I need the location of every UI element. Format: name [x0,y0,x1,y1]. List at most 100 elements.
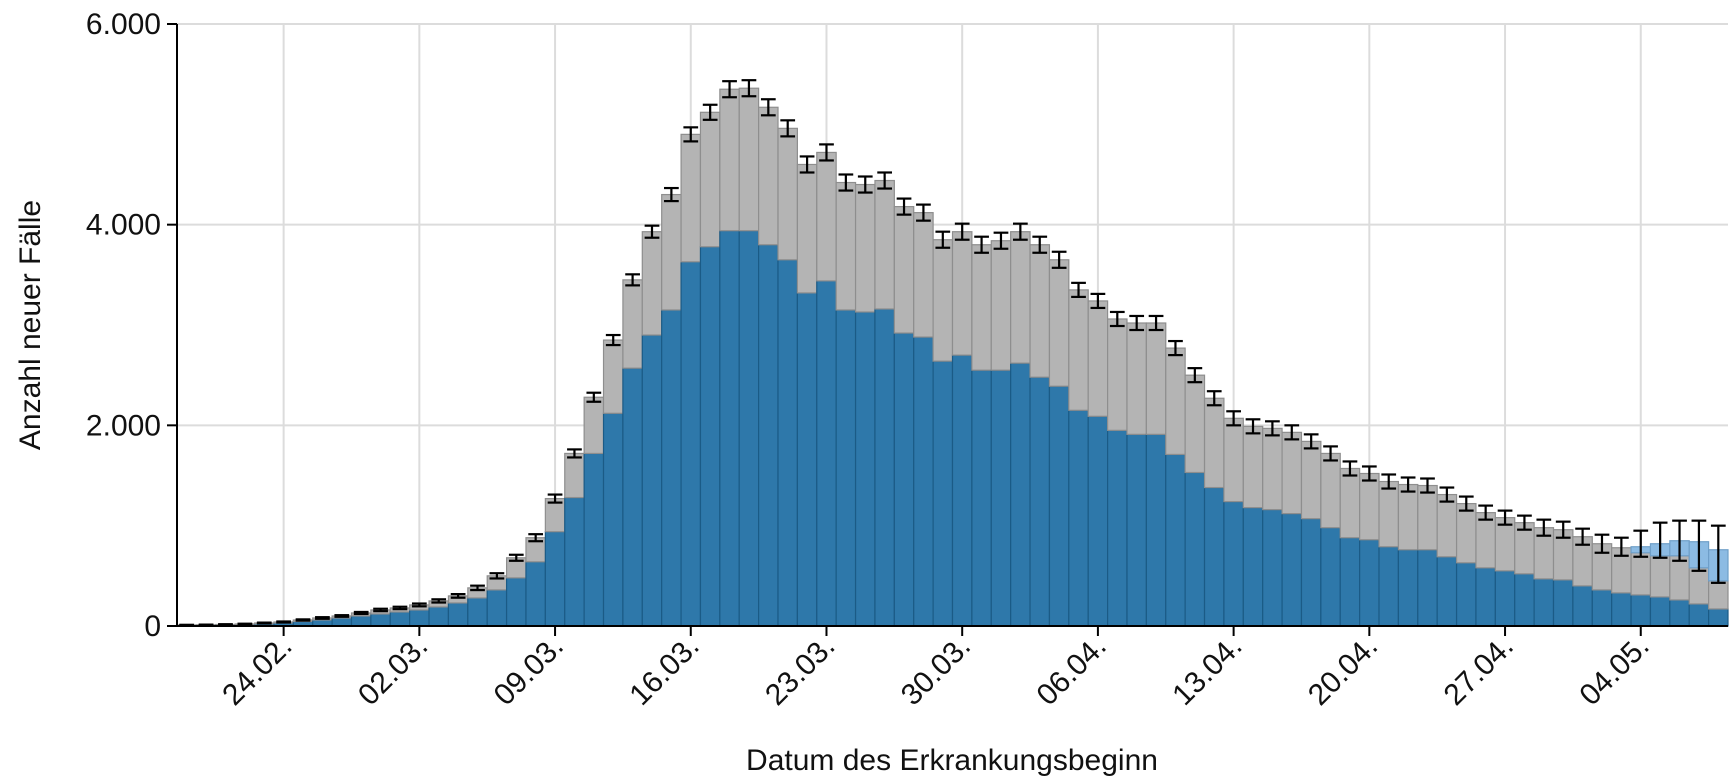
bar-segment [351,616,370,626]
bar-segment [1282,432,1301,513]
bar-segment [681,134,700,261]
bar-segment [662,195,681,310]
bar-segment [1146,323,1165,434]
bar-segment [894,207,913,333]
bar-segment [1418,486,1437,550]
bar-segment [1127,434,1146,626]
bar-segment [448,603,467,626]
bar-segment [1709,581,1728,609]
x-tick-label: 13.04. [1166,630,1248,712]
bar-segment [1689,604,1708,626]
bar-segment [1457,563,1476,626]
bar-segment [1398,550,1417,626]
bar-segment [1321,528,1340,626]
error-bar [218,624,233,625]
bar-segment [1205,398,1224,487]
y-tick-label: 4.000 [86,209,161,242]
bar-segment [1592,590,1611,626]
bar-segment [1243,508,1262,626]
bar-segment [1476,568,1495,626]
bar-segment [1495,571,1514,626]
bar-segment [584,453,603,626]
y-axis-label: Anzahl neuer Fälle [14,200,47,450]
bar-segment [953,355,972,626]
bar-segment [720,231,739,626]
bar-segment [642,335,661,626]
bar-segment [1534,579,1553,626]
bar-segment [1340,538,1359,626]
bar-segment [429,607,448,626]
bar-segment [623,280,642,368]
bar-segment [1205,488,1224,626]
x-tick-label: 23.03. [759,630,841,712]
x-tick-label: 02.03. [352,630,434,712]
bar-segment [914,213,933,337]
bar-segment [1709,609,1728,626]
bar-segment [410,610,429,626]
bar-segment [1650,597,1669,626]
bar-segment [1243,426,1262,507]
bar-segment [681,262,700,626]
bar-segment [1340,468,1359,537]
bar-segment [1321,453,1340,527]
bar-segment [1224,502,1243,626]
bar-segment [1185,472,1204,626]
x-tick-label: 04.05. [1573,630,1655,712]
bar-segment [642,232,661,335]
bar-segment [1030,377,1049,626]
bar-segment [933,361,952,626]
bar-segment [1049,260,1068,386]
bar-segment [1573,586,1592,626]
bar-segment [371,614,390,626]
error-bar [315,617,330,619]
bar-segment [1166,454,1185,626]
bar-segment [1670,556,1689,600]
bar-segment [1360,473,1379,539]
error-bar [354,612,369,614]
y-tick-label: 0 [144,610,161,643]
bar-segment [700,112,719,246]
bar-segment [604,413,623,626]
bar-segment [1650,556,1669,597]
bar-segment [1282,514,1301,626]
bar-segment [1263,510,1282,626]
bar-segment [1069,290,1088,410]
bar-segment [1088,416,1107,626]
bar-segment [1301,519,1320,626]
bar-segment [565,498,584,626]
x-tick-label: 24.02. [216,630,298,712]
bar-segment [1670,600,1689,626]
bar-segment [778,128,797,259]
bar-segment [1049,386,1068,626]
bar-segment [1185,375,1204,472]
bar-segment [1146,434,1165,626]
x-tick-label: 06.04. [1031,630,1113,712]
bar-segment [1069,410,1088,626]
bar-segment [545,532,564,626]
y-tick-label: 6.000 [86,8,161,41]
bar-segment [1398,485,1417,550]
error-bar [237,624,252,625]
bar-segment [991,370,1010,626]
bar-segment [1011,363,1030,626]
bar-segment [836,310,855,626]
bar-segment [1437,557,1456,626]
bar-segment [1301,441,1320,518]
bar-segment [604,340,623,413]
bar-segment [836,183,855,310]
bar-segment [1515,574,1534,626]
bar-segment [662,310,681,626]
bars [177,88,1728,626]
bar-segment [1088,301,1107,416]
bar-segment [526,562,545,626]
bar-segment [759,245,778,626]
bar-segment [1108,430,1127,626]
bar-segment [991,241,1010,370]
bar-segment [953,232,972,355]
bar-segment [739,231,758,626]
x-tick-label: 16.03. [623,630,705,712]
x-tick-label: 20.04. [1302,630,1384,712]
bar-segment [797,164,816,292]
bar-segment [856,312,875,626]
error-bar [257,623,272,624]
